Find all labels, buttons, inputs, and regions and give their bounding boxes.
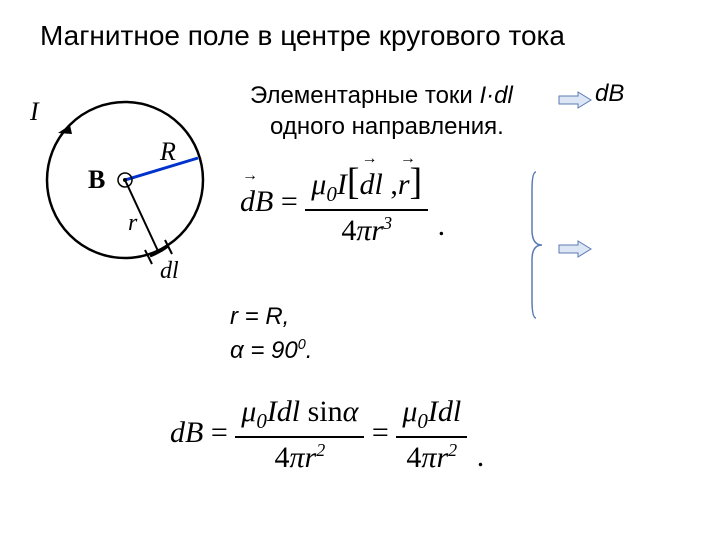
circle-diagram: I R B r dl — [10, 70, 240, 280]
formula-biot-savart: dB = μ0I[dl ,r] 4πr3 . — [240, 160, 520, 248]
curly-brace-icon — [530, 170, 554, 320]
slide-title: Магнитное поле в центре кругового тока — [40, 20, 565, 52]
label-r: r — [128, 210, 138, 236]
dB-label: dB — [595, 80, 624, 108]
label-R: R — [159, 137, 176, 166]
label-I: I — [29, 97, 40, 126]
formula-dB-expanded: dB = μ0Idl sinα 4πr2 = μ0Idl 4πr2 . — [170, 395, 670, 475]
arrow-icon — [558, 240, 592, 258]
conditions: r = R, α = 900. — [230, 300, 312, 367]
label-dl: dl — [160, 258, 179, 280]
arrow-icon — [558, 91, 592, 109]
paragraph-1: Элементарные токи I·dl одного направлени… — [250, 80, 513, 142]
label-B: B — [88, 165, 105, 194]
